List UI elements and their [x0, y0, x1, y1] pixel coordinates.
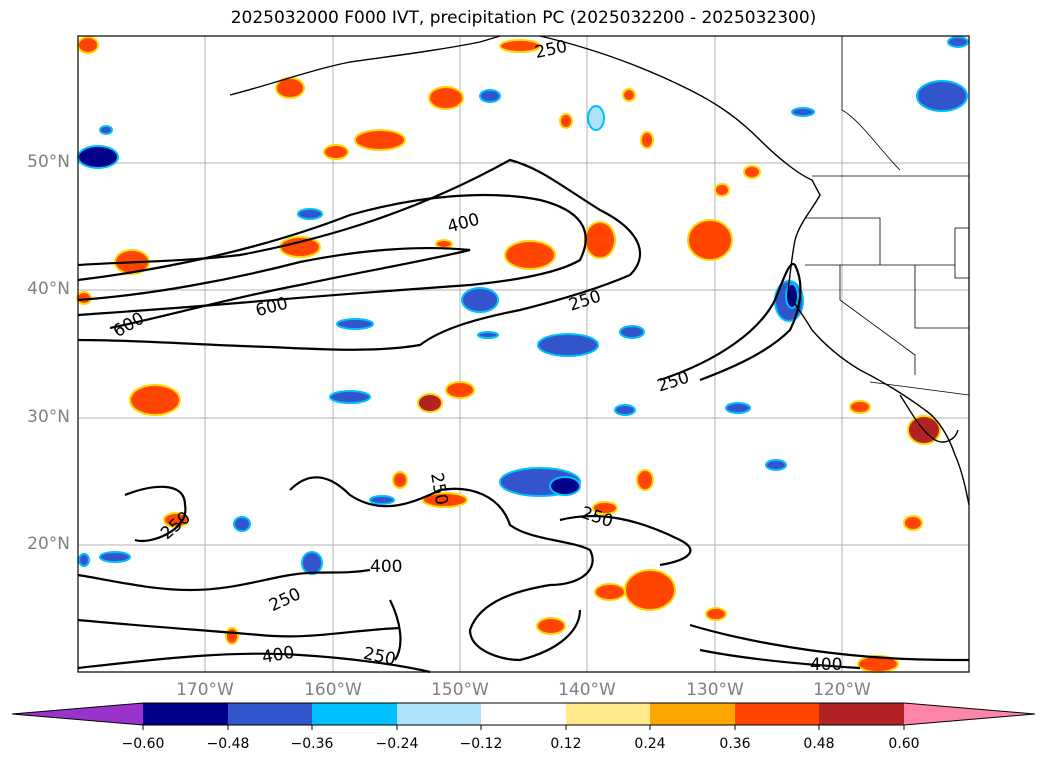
colorbar-segment: [143, 703, 228, 725]
lat-label: 50°N: [27, 152, 70, 172]
colorbar-segment: [650, 703, 735, 725]
lon-label: 160°W: [304, 680, 362, 700]
colorbar-extend-low: [12, 703, 143, 725]
gridlines: [78, 36, 969, 672]
colorbar-tick-label: 0.48: [803, 736, 835, 752]
map-border: [77, 35, 970, 673]
colorbar-segment: [228, 703, 312, 725]
lon-label: 120°W: [813, 680, 871, 700]
lat-label: 20°N: [27, 534, 70, 554]
colorbar-tick-label: −0.60: [121, 736, 165, 752]
negative-precip-areas: [77, 36, 969, 575]
coastlines: [229, 35, 970, 506]
colorbar: [11, 702, 1036, 730]
lat-label: 40°N: [27, 279, 70, 299]
colorbar-tick-label: −0.36: [290, 736, 334, 752]
colorbar-extend-high: [904, 703, 1035, 725]
colorbar-tick-label: 0.12: [550, 736, 582, 752]
colorbar-segment: [566, 703, 650, 725]
colorbar-tick-label: 0.60: [888, 736, 920, 752]
colorbar-tick-label: −0.48: [206, 736, 250, 752]
contour-label: 400: [810, 655, 842, 675]
lat-label: 30°N: [27, 407, 70, 427]
colorbar-segment: [735, 703, 819, 725]
colorbar-tick-label: −0.12: [459, 736, 503, 752]
colorbar-segment: [481, 703, 566, 725]
page-title: 2025032000 F000 IVT, precipitation PC (2…: [230, 8, 817, 28]
map-panel: [76, 35, 970, 674]
colorbar-segment: [819, 703, 904, 725]
state-borders: [805, 36, 970, 396]
contour-label: 400: [370, 557, 402, 577]
colorbar-segment: [312, 703, 397, 725]
colorbar-tick-label: 0.36: [719, 736, 751, 752]
lon-label: 150°W: [431, 680, 489, 700]
lon-label: 170°W: [176, 680, 234, 700]
lon-label: 140°W: [558, 680, 616, 700]
lon-label: 130°W: [686, 680, 744, 700]
colorbar-tick-label: 0.24: [634, 736, 666, 752]
colorbar-tick-label: −0.24: [375, 736, 419, 752]
colorbar-segment: [397, 703, 481, 725]
ivt-contours: [77, 158, 970, 674]
